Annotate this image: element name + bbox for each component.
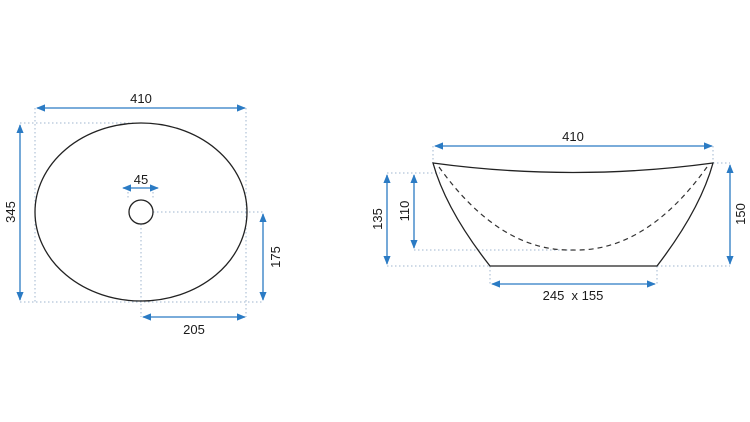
base-dimension-label: 245 x 155 (543, 288, 604, 303)
drain-dimension-label: 45 (134, 172, 148, 187)
depth-dimension-label: 345 (3, 201, 18, 223)
total-height-label: 150 (733, 203, 748, 225)
outer-height-label: 135 (370, 208, 385, 230)
drain-offset-y-label: 175 (268, 246, 283, 268)
width-dimension-label: 410 (130, 91, 152, 106)
extension-lines (387, 146, 730, 284)
extension-lines (20, 108, 265, 317)
side-view: 410 135 110 150 245 x 155 (370, 129, 748, 303)
inner-depth-label: 110 (397, 201, 412, 222)
side-width-label: 410 (562, 129, 584, 144)
drain-hole (128, 199, 154, 225)
drain-offset-x-label: 205 (183, 322, 205, 337)
basin-profile-outline (432, 162, 714, 267)
basin-inner-profile (438, 166, 708, 251)
basin-outline (34, 122, 248, 302)
top-view: 410 345 45 175 205 (3, 91, 283, 337)
